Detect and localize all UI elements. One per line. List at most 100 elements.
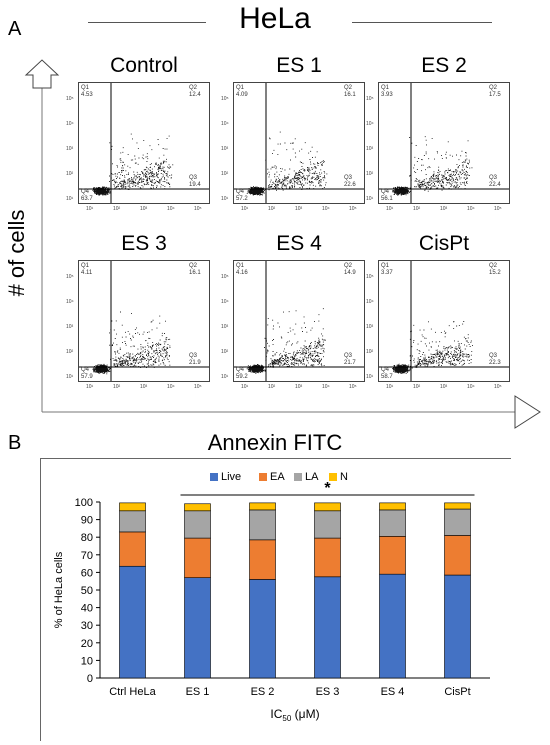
flow-x-tick-label: 10² (113, 206, 121, 212)
quadrant-q4-label: Q4 59.2 (236, 367, 248, 381)
flow-x-tick-label: 10⁵ (494, 384, 502, 390)
flow-dot-plot: Q1 4.53 Q2 12.4 Q3 19.4 Q4 63.7 (78, 82, 210, 204)
quadrant-q4-label: Q4 57.9 (81, 367, 93, 381)
quadrant-q4-label: Q4 58.7 (381, 367, 393, 381)
quadrant-q1-label: Q1 3.37 (381, 263, 393, 277)
y-tick-label: 40 (81, 603, 93, 615)
quadrant-percentage: 57.2 (236, 196, 248, 202)
flow-y-tick-label: 10⁵ (366, 274, 374, 280)
quadrant-percentage: 3.93 (381, 92, 393, 98)
flow-dot-svg (379, 83, 509, 203)
legend-swatch-la (294, 473, 302, 481)
flow-y-tick-label: 10¹ (221, 196, 229, 202)
quadrant-percentage: 22.3 (489, 360, 501, 366)
quadrant-q2-label: Q2 15.2 (489, 263, 501, 277)
x-category-label: ES 1 (186, 686, 210, 698)
flow-y-tick-label: 10⁴ (221, 299, 229, 305)
bar-segment-n (314, 502, 341, 512)
bar-segment-live (249, 579, 276, 679)
quadrant-q1-label: Q1 4.16 (236, 263, 248, 277)
flow-x-tick-label: 10³ (440, 206, 448, 212)
quadrant-name: Q3 (489, 353, 498, 359)
chart-frame (40, 458, 511, 741)
legend-swatch-live (210, 473, 218, 481)
flow-y-tick-label: 10² (66, 349, 74, 355)
y-tick-label: 0 (87, 673, 93, 685)
x-category-label: ES 2 (251, 686, 275, 698)
flow-x-tick-label: 10² (413, 206, 421, 212)
flow-x-tick-label: 10⁴ (167, 206, 175, 212)
stacked-bar-chart: 0 10 20 30 40 50 60 70 80 90 100 % of HeLa cells IC5… (53, 471, 490, 723)
flow-dot-svg (79, 83, 209, 203)
bar-segment-n (119, 502, 146, 512)
flow-y-tick-label: 10¹ (366, 196, 374, 202)
bar-segment-la (379, 509, 406, 537)
quadrant-percentage: 63.7 (81, 196, 93, 202)
flow-dot-plot: Q1 4.09 Q2 16.1 Q3 22.6 Q4 57.2 (233, 82, 365, 204)
flow-y-tick-label: 10² (221, 349, 229, 355)
quadrant-name: Q2 (344, 85, 353, 91)
bar-segment-n (249, 502, 276, 511)
flow-x-tick-label: 10³ (140, 206, 148, 212)
quadrant-name: Q4 (81, 189, 90, 195)
flow-dot-svg (234, 83, 364, 203)
flow-y-tick-label: 10⁴ (66, 299, 74, 305)
quadrant-percentage: 59.2 (236, 374, 248, 380)
bar-segment-ea (119, 531, 146, 567)
quadrant-name: Q1 (236, 85, 245, 91)
flow-events (392, 136, 473, 196)
legend-swatch-n (329, 473, 337, 481)
flow-plot-title: Control (110, 54, 178, 77)
quadrant-name: Q4 (381, 367, 390, 373)
legend-label-ea: EA (270, 471, 285, 483)
flow-y-tick-label: 10³ (66, 324, 74, 330)
flow-x-tick-label: 10² (413, 384, 421, 390)
flow-y-tick-label: 10⁵ (221, 96, 229, 102)
quadrant-name: Q4 (81, 367, 90, 373)
quadrant-percentage: 15.2 (489, 270, 501, 276)
y-tick-label: 80 (81, 532, 93, 544)
quadrant-q1-label: Q1 3.93 (381, 85, 393, 99)
flow-ylabel: # of cells (4, 209, 29, 297)
quadrant-q4-label: Q4 56.1 (381, 189, 393, 203)
quadrant-percentage: 14.9 (344, 270, 356, 276)
flow-y-tick-label: 10⁵ (66, 274, 74, 280)
flow-x-tick-label: 10⁴ (167, 384, 175, 390)
quadrant-percentage: 22.6 (344, 182, 356, 188)
quadrant-q2-label: Q2 12.4 (189, 85, 201, 99)
quadrant-q2-label: Q2 14.9 (344, 263, 356, 277)
flow-y-tick-label: 10⁵ (221, 274, 229, 280)
flow-dot-svg (234, 261, 364, 381)
bar-segment-n (184, 503, 211, 512)
flow-y-tick-label: 10³ (221, 146, 229, 152)
quadrant-name: Q3 (189, 353, 198, 359)
bar-segment-ea (314, 537, 341, 578)
panel-a-label: A (8, 18, 22, 40)
quadrant-q3-label: Q3 21.9 (189, 353, 201, 367)
quadrant-percentage: 21.9 (189, 360, 201, 366)
legend-label-live: Live (221, 471, 241, 483)
quadrant-percentage: 22.4 (489, 182, 501, 188)
quadrant-q1-label: Q1 4.11 (81, 263, 92, 277)
flow-axes (24, 59, 541, 429)
flow-events (92, 133, 174, 196)
flow-dot-plot: Q1 4.16 Q2 14.9 Q3 21.7 Q4 59.2 (233, 260, 365, 382)
flow-x-tick-label: 10¹ (241, 384, 249, 390)
bar-segment-live (314, 576, 341, 679)
quadrant-percentage: 4.16 (236, 270, 248, 276)
flow-y-tick-label: 10⁴ (66, 121, 74, 127)
bar-segment-n (379, 502, 406, 511)
flow-y-tick-label: 10² (366, 171, 374, 177)
flow-y-tick-label: 10³ (366, 146, 374, 152)
flow-y-tick-label: 10¹ (66, 374, 74, 380)
quadrant-name: Q2 (344, 263, 353, 269)
flow-plot-title: ES 1 (276, 54, 322, 77)
bar-segment-live (379, 573, 406, 679)
flow-dot-svg (79, 261, 209, 381)
y-tick-label: 90 (81, 515, 93, 527)
x-category-label: CisPt (444, 686, 470, 698)
quadrant-name: Q2 (189, 263, 198, 269)
quadrant-name: Q3 (344, 175, 353, 181)
bar-segment-la (119, 510, 146, 533)
flow-x-tick-label: 10⁴ (467, 206, 475, 212)
